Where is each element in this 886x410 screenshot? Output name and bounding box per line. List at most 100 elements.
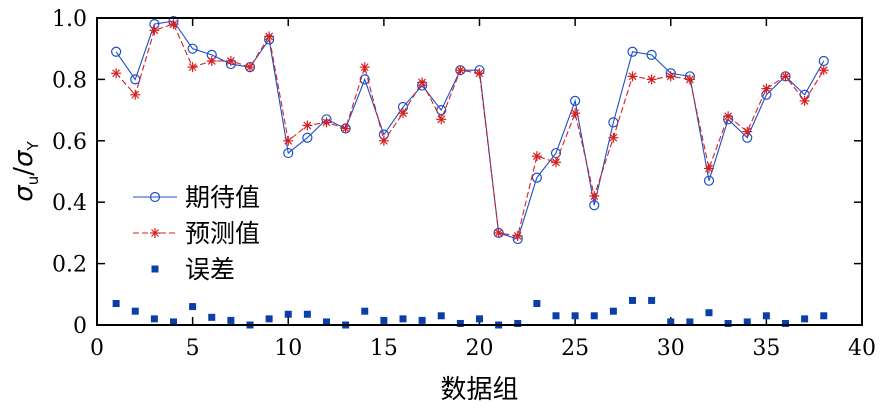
data-point [302,120,313,131]
y-tick-label: 0.6 [52,130,87,155]
data-point [283,135,294,146]
data-point [187,62,198,73]
y-label-slash: / [9,167,39,176]
y-label-sub-y: Y [24,140,42,151]
data-point [608,117,619,128]
y-label-sigma-1: σ [9,184,39,202]
data-point [150,315,158,323]
data-point [818,55,829,67]
legend-item: 期待值 [133,183,260,212]
legend-marker [151,265,159,273]
x-tick-label: 25 [561,336,589,361]
data-point [417,77,428,88]
data-point [149,25,160,36]
data-point [629,296,636,304]
data-point [399,315,407,323]
legend-item: 预测值 [133,219,260,248]
series-2 [111,19,829,241]
legend-marker [150,228,160,238]
data-point [531,172,542,183]
y-label-sub-u: u [24,176,42,186]
x-tick-label: 0 [90,336,104,361]
data-point [761,83,772,94]
data-point [782,319,789,327]
data-point [608,132,619,143]
data-point [703,175,715,186]
data-point [646,49,657,60]
data-point [571,312,579,320]
y-tick-label: 0 [73,314,87,339]
data-point [189,303,197,311]
data-point [686,318,694,326]
data-point [418,316,426,324]
data-point [131,307,139,315]
data-point [780,71,791,82]
x-tick-label: 5 [186,336,200,361]
data-point [665,71,676,82]
data-point [801,315,809,323]
data-point [227,316,235,324]
series-layer [111,15,829,329]
plot-frame [96,17,863,326]
data-point [723,111,734,122]
y-tick-label: 0.2 [52,253,87,278]
x-axis-label: 数据组 [440,375,518,405]
data-point [590,312,598,320]
data-point [187,43,198,54]
data-point [130,89,141,100]
data-point [359,62,370,73]
data-point [380,316,388,324]
data-point [284,310,292,318]
data-point [245,62,255,73]
y-tick-label: 0.8 [52,68,87,93]
data-point [398,108,408,119]
data-point [627,46,638,57]
data-point [111,68,122,79]
legend-marker [149,191,161,203]
data-point [533,300,541,308]
data-point [667,318,675,326]
data-point [168,19,179,30]
data-point [111,46,122,57]
data-point [283,147,294,159]
data-point [704,163,714,174]
data-point [648,296,656,304]
data-point [820,312,828,320]
data-point [225,55,236,66]
data-point [818,65,829,76]
data-point [589,191,600,202]
data-point [206,55,217,66]
svg-text:σu/σY: σu/σY [9,140,42,201]
legend-label: 预测值 [185,219,260,248]
series-line [115,23,825,237]
data-point [265,315,273,323]
legend-label: 期待值 [185,183,260,212]
data-point [378,135,389,146]
data-point [799,95,810,106]
data-point [609,307,617,315]
data-point [361,307,369,315]
legend-label: 误差 [185,255,235,284]
legend-item: 误差 [151,255,235,284]
data-point [437,312,445,320]
data-point [436,114,447,125]
data-point [627,71,638,82]
data-point [570,95,581,106]
data-point [130,74,141,85]
data-point [321,117,332,128]
data-point [474,68,485,79]
data-point [514,319,522,327]
y-tick-label: 0.4 [52,191,87,216]
data-point [303,310,311,318]
x-tick-label: 15 [370,336,398,361]
x-tick-label: 35 [752,336,780,361]
data-point [208,313,216,321]
data-point [646,74,657,85]
data-point [455,65,466,76]
data-point [456,319,464,327]
data-point [742,126,753,137]
data-point [359,74,370,85]
y-label-sigma-2: σ [9,149,39,167]
y-tick-label: 1.0 [52,7,87,32]
